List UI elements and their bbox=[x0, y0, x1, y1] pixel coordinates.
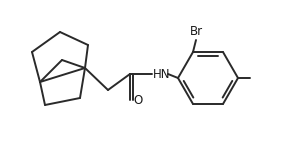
Text: Br: Br bbox=[190, 25, 203, 38]
Text: HN: HN bbox=[153, 67, 170, 80]
Text: O: O bbox=[133, 93, 142, 106]
